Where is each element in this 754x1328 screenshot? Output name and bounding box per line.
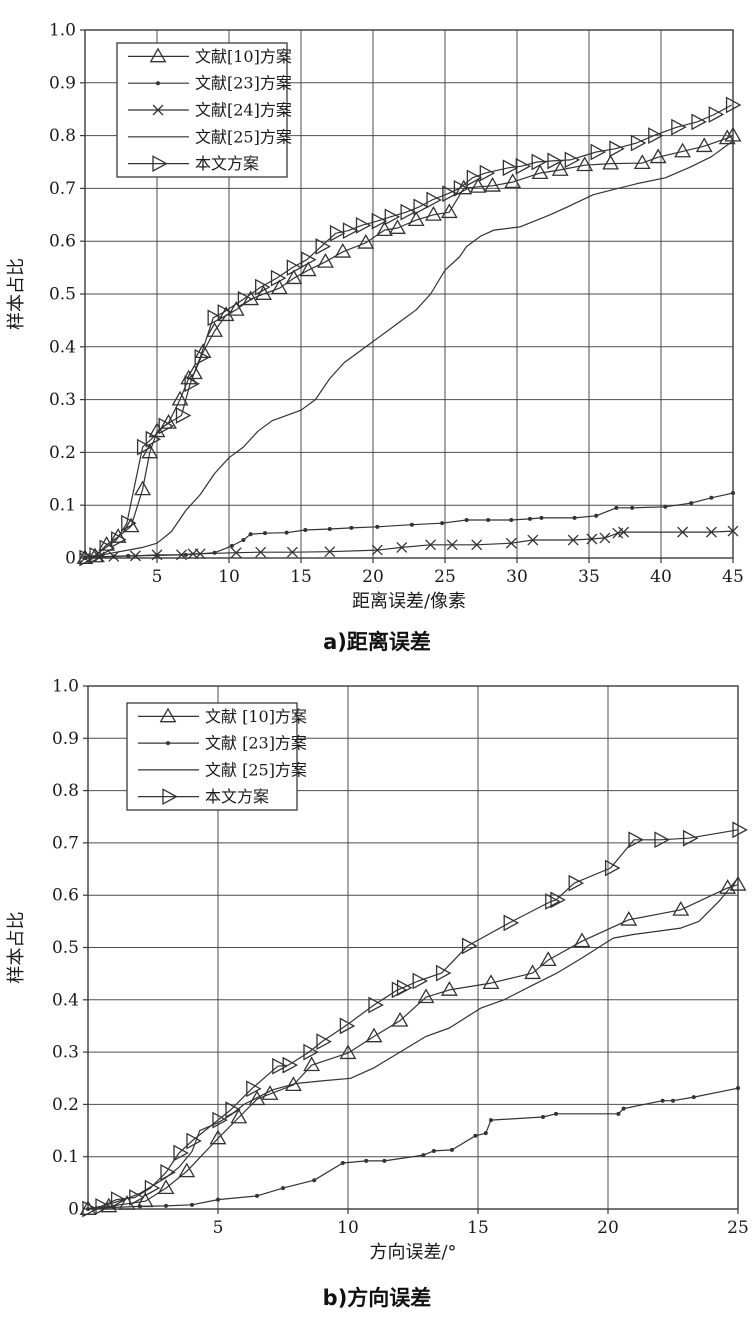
series-0 <box>76 126 742 564</box>
y-tick-label: 0.5 <box>49 285 76 305</box>
legend-label: 文献 [23]方案 <box>205 734 307 753</box>
y-tick-label: 0.8 <box>52 781 79 801</box>
chart-a-caption: a)距离误差 <box>323 630 431 654</box>
x-tick-label: 30 <box>506 567 528 587</box>
y-tick-label: 0.3 <box>52 1043 79 1063</box>
x-tick-label: 15 <box>467 1218 489 1238</box>
series-3 <box>82 821 748 1218</box>
y-tick-label: 0.8 <box>49 126 76 146</box>
x-tick-label: 10 <box>337 1218 359 1238</box>
y-tick-label: 0 <box>65 549 76 569</box>
y-tick-label: 0.9 <box>49 73 76 93</box>
y-tick-label: 1.0 <box>49 21 76 41</box>
y-tick-label: 1.0 <box>52 677 79 697</box>
x-tick-label: 25 <box>434 567 456 587</box>
legend-label: 本文方案 <box>195 154 259 173</box>
y-axis-label: 样本占比 <box>6 258 27 330</box>
legend-label: 文献[23]方案 <box>195 74 292 93</box>
legend-label: 文献[10]方案 <box>195 47 292 66</box>
legend-label: 文献 [25]方案 <box>205 760 307 779</box>
x-tick-label: 35 <box>578 567 600 587</box>
y-tick-label: 0.2 <box>52 1095 79 1115</box>
y-tick-label: 0.6 <box>49 232 76 252</box>
x-tick-label: 25 <box>727 1218 749 1238</box>
y-axis-label: 样本占比 <box>6 912 27 984</box>
y-tick-label: 0 <box>68 1200 79 1220</box>
y-tick-label: 0.6 <box>52 886 79 906</box>
legend-label: 文献[24]方案 <box>195 101 292 120</box>
grid <box>85 29 734 559</box>
x-tick-label: 10 <box>218 567 240 587</box>
legend-label: 文献 [10]方案 <box>205 707 307 726</box>
series-1 <box>86 1086 740 1211</box>
y-tick-label: 0.7 <box>49 179 76 199</box>
x-tick-label: 20 <box>362 567 384 587</box>
x-tick-label: 5 <box>213 1218 224 1238</box>
series-2 <box>79 525 739 564</box>
x-tick-label: 40 <box>650 567 672 587</box>
chart-b-caption: b)方向误差 <box>322 1286 432 1310</box>
chart-a-canvas: 5 10 15 20 25 30 35 40 45 0 0.1 0.2 0.3 0.4 0.5 0.6 0.7 0… <box>6 21 744 613</box>
series-1 <box>83 491 735 560</box>
x-tick-label: 5 <box>152 567 163 587</box>
y-tick-label: 0.9 <box>52 729 79 749</box>
legend-label: 本文方案 <box>205 787 269 806</box>
x-axis-label: 距离误差/像素 <box>352 591 466 612</box>
axis-ticks: 5 10 15 20 25 0 0.1 0.2 0.3 0.4 0.5 0.6 0.7 0.8 0.9 1.0 <box>52 677 749 1239</box>
distance-error-chart: 5 10 15 20 25 30 35 40 45 0 0.1 0.2 0.3 0.4 0.5 0.6 0.7 0… <box>6 21 744 655</box>
legend-label: 文献[25]方案 <box>195 127 292 146</box>
y-tick-label: 0.5 <box>52 938 79 958</box>
y-tick-label: 0.4 <box>52 990 79 1010</box>
y-tick-label: 0.3 <box>49 390 76 410</box>
series-3 <box>84 140 734 559</box>
series-2 <box>87 877 739 1210</box>
series-4 <box>79 96 742 567</box>
y-tick-label: 0.7 <box>52 833 79 853</box>
x-tick-label: 15 <box>290 567 312 587</box>
y-tick-label: 0.4 <box>49 337 76 357</box>
x-tick-label: 45 <box>722 567 744 587</box>
x-axis-label: 方向误差/° <box>369 1242 456 1263</box>
chart-b-canvas: 5 10 15 20 25 0 0.1 0.2 0.3 0.4 0.5 0.6 0.7 0.8 0.9 1.0… <box>6 677 749 1264</box>
y-tick-label: 0.1 <box>49 496 76 516</box>
direction-error-chart: 5 10 15 20 25 0 0.1 0.2 0.3 0.4 0.5 0.6 0.7 0.8 0.9 1.0… <box>0 666 754 1328</box>
y-tick-label: 0.2 <box>49 443 76 463</box>
series-0 <box>79 875 747 1215</box>
x-tick-label: 20 <box>597 1218 619 1238</box>
axis-ticks: 5 10 15 20 25 30 35 40 45 0 0.1 0.2 0.3 0.4 0.5 0.6 0.7 0… <box>49 21 744 588</box>
y-tick-label: 0.1 <box>52 1147 79 1167</box>
